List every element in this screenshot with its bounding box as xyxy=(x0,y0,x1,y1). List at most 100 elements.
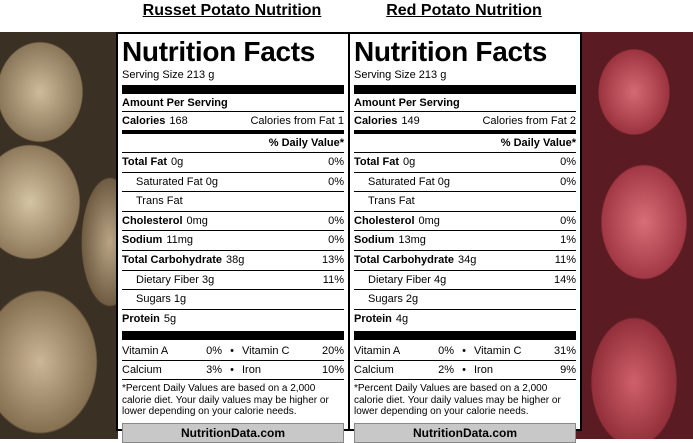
sub-nutrient: Dietary Fiber 4g xyxy=(368,273,447,286)
nutrient: Cholesterol 0mg xyxy=(122,212,208,231)
calories-from-fat: Calories from Fat 2 xyxy=(482,115,576,127)
calories-row: Calories 149 Calories from Fat 2 xyxy=(354,112,576,134)
nutrient: Saturated Fat 0g xyxy=(354,173,450,192)
vitamin-row: Calcium 2% • Iron 9% xyxy=(354,361,576,381)
red-potato-photo xyxy=(574,32,693,439)
nutrient-row: Sodium 11mg 0% xyxy=(122,231,344,251)
sub-nutrient: Sugars 1g xyxy=(136,293,187,306)
sub-nutrient: Trans Fat xyxy=(368,195,415,208)
sub-nutrient: Trans Fat xyxy=(136,195,183,208)
calories-label: Calories xyxy=(354,115,398,127)
vitamin-dv: 0% xyxy=(438,345,454,358)
nutrient-row: Protein 4g xyxy=(354,310,576,329)
vitamin: Vitamin A 0% xyxy=(122,342,222,360)
nutrient-name: Total Fat xyxy=(122,156,168,168)
daily-value: 0% xyxy=(560,214,576,227)
nutrient: Trans Fat xyxy=(122,192,183,211)
nutrient-amount: 0mg xyxy=(186,214,208,227)
nutrient-row: Dietary Fiber 3g 11% xyxy=(122,271,344,291)
nutrient-row: Cholesterol 0mg 0% xyxy=(354,212,576,232)
vitamin: Iron 10% xyxy=(242,361,344,379)
nutrient-amount: 13mg xyxy=(398,234,426,247)
vitamin-name: Iron xyxy=(242,364,261,377)
nutrient-name: Total Carbohydrate xyxy=(354,253,455,266)
sub-nutrient: Dietary Fiber 3g xyxy=(136,273,215,286)
nutrient-row: Sodium 13mg 1% xyxy=(354,231,576,251)
thick-bar xyxy=(122,331,344,341)
vitamin-name: Vitamin A xyxy=(122,345,169,358)
nutrient-row: Total Fat 0g 0% xyxy=(354,153,576,173)
nutrient-row: Trans Fat xyxy=(122,192,344,212)
nutrient-name: Cholesterol xyxy=(354,214,415,227)
vitamin-name: Vitamin C xyxy=(474,345,522,358)
daily-value-header: % Daily Value* xyxy=(122,134,344,153)
daily-value: 11% xyxy=(322,273,344,286)
daily-value: 0% xyxy=(328,234,344,247)
amount-per-serving: Amount Per Serving xyxy=(122,96,344,112)
calories-from-fat: Calories from Fat 1 xyxy=(250,115,344,127)
calories-label: Calories xyxy=(122,115,166,127)
vitamin-name: Calcium xyxy=(354,364,394,377)
nutrient-row: Trans Fat xyxy=(354,192,576,212)
nutrient: Protein 5g xyxy=(122,310,176,329)
nutrient-name: Sodium xyxy=(122,234,163,247)
panel-heading: Red Potato Nutrition xyxy=(386,2,542,19)
nutrient-row: Dietary Fiber 4g 14% xyxy=(354,271,576,291)
vitamin-dv: 3% xyxy=(206,364,222,377)
footnote: *Percent Daily Values are based on a 2,0… xyxy=(354,383,561,418)
nutrient: Cholesterol 0mg xyxy=(354,212,440,231)
bullet: • xyxy=(230,345,234,358)
vitamin-name: Iron xyxy=(474,364,493,377)
nutrition-label: Nutrition Facts Serving Size 213 g Amount … xyxy=(348,32,582,443)
daily-value: 13% xyxy=(321,253,344,266)
daily-value: 1% xyxy=(560,234,576,247)
daily-value: 0% xyxy=(560,175,576,188)
nutrient: Total Carbohydrate 34g xyxy=(354,251,476,270)
daily-value-header: % Daily Value* xyxy=(354,134,576,153)
bullet: • xyxy=(462,345,466,358)
nutrient-row: Protein 5g xyxy=(122,310,344,329)
vitamin-dv: 2% xyxy=(438,364,454,377)
nutrient-amount: 0g xyxy=(403,156,416,168)
nutrient-name: Total Carbohydrate xyxy=(122,253,223,266)
daily-value: 0% xyxy=(328,175,344,188)
vitamin-row: Vitamin A 0% • Vitamin C 20% xyxy=(122,342,344,362)
nutrient-name: Protein xyxy=(122,312,160,325)
nutrient: Sugars 2g xyxy=(354,290,418,309)
footnote: *Percent Daily Values are based on a 2,0… xyxy=(122,383,329,418)
nutrient-row: Total Fat 0g 0% xyxy=(122,153,344,173)
nutrient-amount: 0mg xyxy=(418,214,440,227)
nutrient: Dietary Fiber 3g xyxy=(122,271,214,290)
nutrient-row: Sugars 1g xyxy=(122,290,344,310)
bullet: • xyxy=(462,364,466,377)
sub-nutrient: Sugars 2g xyxy=(368,293,419,306)
nutrient-name: Protein xyxy=(354,312,392,325)
nutrient-row: Total Carbohydrate 34g 11% xyxy=(354,251,576,271)
nutrient-name: Total Fat xyxy=(354,156,400,168)
nutrient: Total Fat 0g xyxy=(122,153,183,172)
vitamin: Vitamin A 0% xyxy=(354,342,454,360)
source-footer: NutritionData.com xyxy=(122,422,344,443)
vitamin-dv: 10% xyxy=(321,364,344,377)
nutrient-amount: 34g xyxy=(458,253,477,266)
vitamin-row: Calcium 3% • Iron 10% xyxy=(122,361,344,381)
nutrient: Sodium 13mg xyxy=(354,231,426,250)
daily-value: 11% xyxy=(554,253,576,266)
nutrient: Total Carbohydrate 38g xyxy=(122,251,244,270)
vitamin-row: Vitamin A 0% • Vitamin C 31% xyxy=(354,342,576,362)
daily-value: 14% xyxy=(553,273,576,286)
label-title: Nutrition Facts xyxy=(122,36,316,67)
nutrient-amount: 4g xyxy=(395,312,409,325)
vitamin: Calcium 3% xyxy=(122,361,222,379)
label-title: Nutrition Facts xyxy=(354,36,548,67)
daily-value: 0% xyxy=(328,156,344,168)
daily-value: 0% xyxy=(560,156,576,168)
nutrient: Total Fat 0g xyxy=(354,153,415,172)
calories: Calories 168 xyxy=(122,112,188,130)
calories-row: Calories 168 Calories from Fat 1 xyxy=(122,112,344,134)
vitamin: Vitamin C 20% xyxy=(242,342,344,360)
calories-amount: 149 xyxy=(401,115,420,127)
nutrient-amount: 5g xyxy=(163,312,177,325)
nutrient-row: Saturated Fat 0g 0% xyxy=(354,173,576,193)
nutrient: Sugars 1g xyxy=(122,290,186,309)
